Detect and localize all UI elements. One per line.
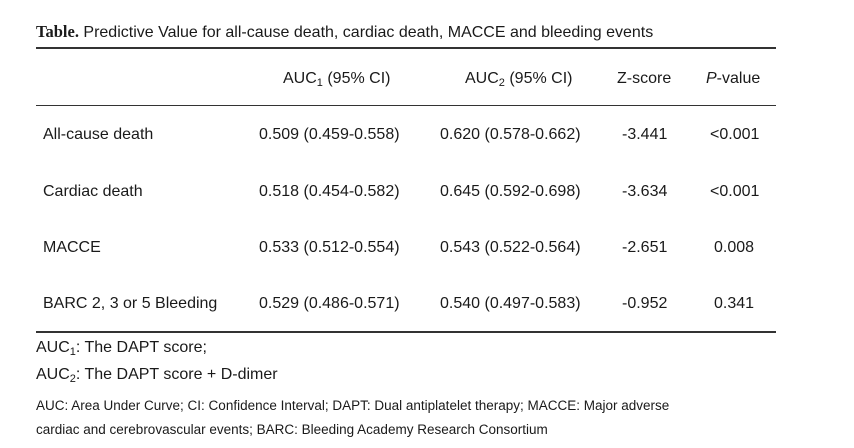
header-z-score: Z-score <box>617 70 672 87</box>
header-auc2: AUC2 (95% CI) <box>465 70 573 89</box>
footnote-auc1: AUC1: The DAPT score; <box>36 339 207 358</box>
row-label: All-cause death <box>43 126 154 143</box>
row-z-score: -3.634 <box>622 183 668 200</box>
row-z-score: -2.651 <box>622 239 668 256</box>
row-p-value: <0.001 <box>710 183 760 200</box>
row-auc2: 0.645 (0.592-0.698) <box>440 183 581 200</box>
row-auc2: 0.620 (0.578-0.662) <box>440 126 581 143</box>
header-p-value: P-value <box>706 70 761 87</box>
table-caption: Table. Predictive Value for all-cause de… <box>36 22 653 42</box>
bottom-rule <box>36 331 776 333</box>
row-auc1: 0.509 (0.459-0.558) <box>259 126 400 143</box>
row-label: MACCE <box>43 239 101 256</box>
caption-lead: Table. <box>36 22 79 41</box>
row-label: BARC 2, 3 or 5 Bleeding <box>43 295 218 312</box>
header-rule <box>36 105 776 106</box>
row-z-score: -3.441 <box>622 126 668 143</box>
row-p-value: <0.001 <box>710 126 760 143</box>
row-p-value: 0.341 <box>714 295 755 312</box>
header-auc1: AUC1 (95% CI) <box>283 70 391 89</box>
row-z-score: -0.952 <box>622 295 668 312</box>
footnote-auc2: AUC2: The DAPT score + D-dimer <box>36 366 278 385</box>
row-label: Cardiac death <box>43 183 143 200</box>
caption-text: Predictive Value for all-cause death, ca… <box>78 24 654 41</box>
row-p-value: 0.008 <box>714 239 755 256</box>
footnote-abbreviations-line2: cardiac and cerebrovascular events; BARC… <box>36 422 548 437</box>
row-auc1: 0.533 (0.512-0.554) <box>259 239 400 256</box>
row-auc2: 0.543 (0.522-0.564) <box>440 239 581 256</box>
top-rule <box>36 47 776 49</box>
row-auc2: 0.540 (0.497-0.583) <box>440 295 581 312</box>
row-auc1: 0.529 (0.486-0.571) <box>259 295 400 312</box>
row-auc1: 0.518 (0.454-0.582) <box>259 183 400 200</box>
footnote-abbreviations-line1: AUC: Area Under Curve; CI: Confidence In… <box>36 398 670 413</box>
